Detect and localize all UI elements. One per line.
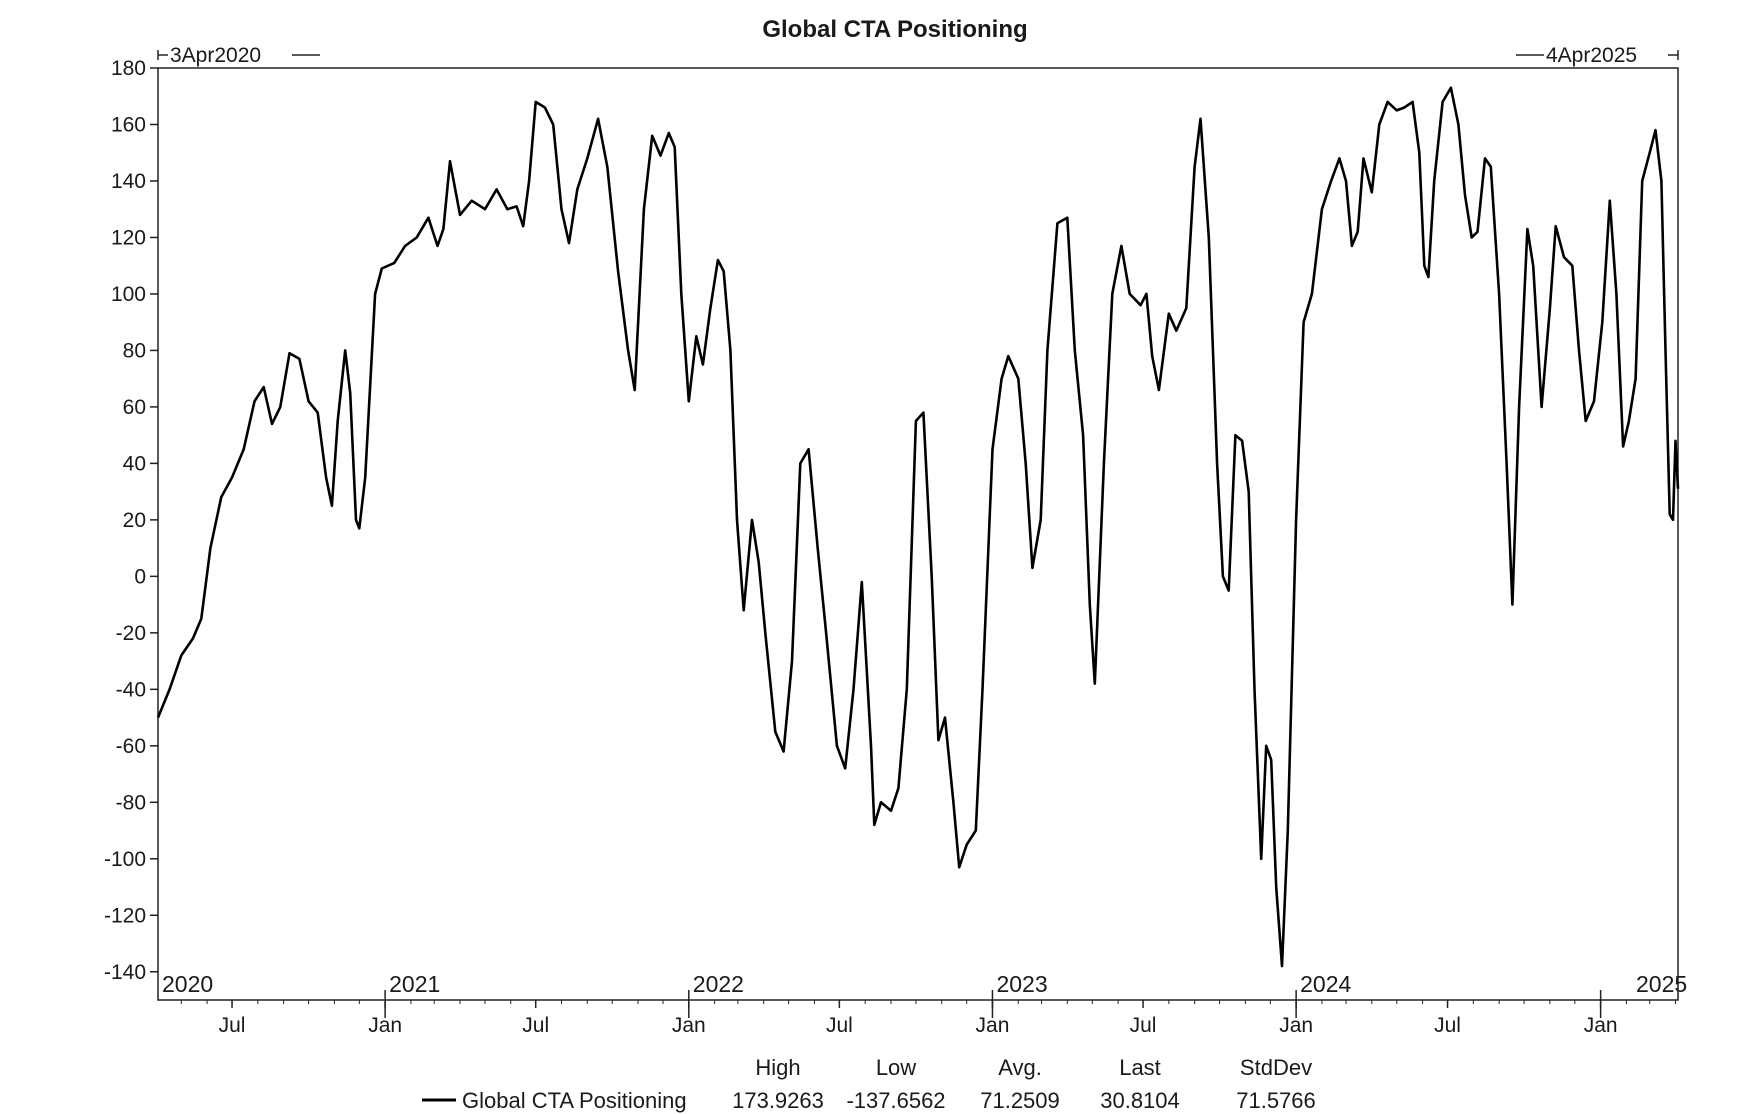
- month-tick-label: Jan: [672, 1014, 706, 1037]
- legend: Global CTA Positioning High Low Avg. Las…: [422, 1055, 1316, 1113]
- plot-frame: [157, 67, 1679, 1001]
- y-tick-label: 20: [123, 509, 146, 532]
- y-tick-label: 60: [123, 396, 146, 419]
- legend-series-name: Global CTA Positioning: [462, 1088, 687, 1113]
- date-range-markers: 3Apr2020 4Apr2025: [157, 44, 1679, 67]
- stat-value-high: 173.9263: [732, 1088, 824, 1113]
- stat-value-last: 30.8104: [1100, 1088, 1180, 1113]
- stat-header-high: High: [755, 1055, 800, 1080]
- y-tick-label: -100: [104, 848, 146, 871]
- stat-header-last: Last: [1119, 1055, 1161, 1080]
- year-label: 2023: [996, 971, 1047, 997]
- y-tick-label: -60: [116, 735, 146, 758]
- y-tick-label: -80: [116, 791, 146, 814]
- month-tick-label: Jul: [826, 1014, 853, 1037]
- chart-title: Global CTA Positioning: [762, 16, 1027, 43]
- month-tick-label: Jan: [1279, 1014, 1313, 1037]
- year-label: 2020: [162, 971, 213, 997]
- year-label: 2022: [693, 971, 744, 997]
- year-label: 2025: [1636, 971, 1687, 997]
- year-label: 2021: [389, 971, 440, 997]
- month-tick-label: Jan: [368, 1014, 402, 1037]
- y-axis: 180 160 140 120 100 80 60 40 20 0 -20 -40 -60 -80 -100…: [104, 57, 158, 984]
- month-tick-label: Jul: [1434, 1014, 1461, 1037]
- start-date-label: 3Apr2020: [170, 44, 261, 67]
- y-tick-label: -20: [116, 622, 146, 645]
- y-tick-label: -40: [116, 678, 146, 701]
- month-tick-label: Jul: [219, 1014, 246, 1037]
- stat-header-stddev: StdDev: [1240, 1055, 1312, 1080]
- y-tick-label: 180: [111, 57, 146, 80]
- end-date-label: 4Apr2025: [1546, 44, 1637, 67]
- y-tick-label: 80: [123, 339, 146, 362]
- y-tick-label: -140: [104, 961, 146, 984]
- y-tick-label: 40: [123, 452, 146, 475]
- y-tick-label: 160: [111, 113, 146, 136]
- month-tick-label: Jan: [976, 1014, 1010, 1037]
- stat-header-low: Low: [876, 1055, 916, 1080]
- y-tick-label: 140: [111, 170, 146, 193]
- month-tick-label: Jul: [1130, 1014, 1157, 1037]
- y-tick-label: 100: [111, 283, 146, 306]
- stat-value-stddev: 71.5766: [1236, 1088, 1316, 1113]
- series-line-global-cta-positioning: [156, 86, 1680, 968]
- y-tick-label: 0: [134, 565, 146, 588]
- month-tick-label: Jul: [522, 1014, 549, 1037]
- year-label: 2024: [1300, 971, 1351, 997]
- stat-value-low: -137.6562: [846, 1088, 945, 1113]
- x-axis: 2020 2021 2022 2023 2024 2025 Jul Jan Jul Jan Jul J…: [162, 971, 1687, 1037]
- stat-value-avg: 71.2509: [980, 1088, 1060, 1113]
- y-tick-label: -120: [104, 904, 146, 927]
- month-tick-label: Jan: [1584, 1014, 1618, 1037]
- y-tick-label: 120: [111, 226, 146, 249]
- stat-header-avg: Avg.: [998, 1055, 1042, 1080]
